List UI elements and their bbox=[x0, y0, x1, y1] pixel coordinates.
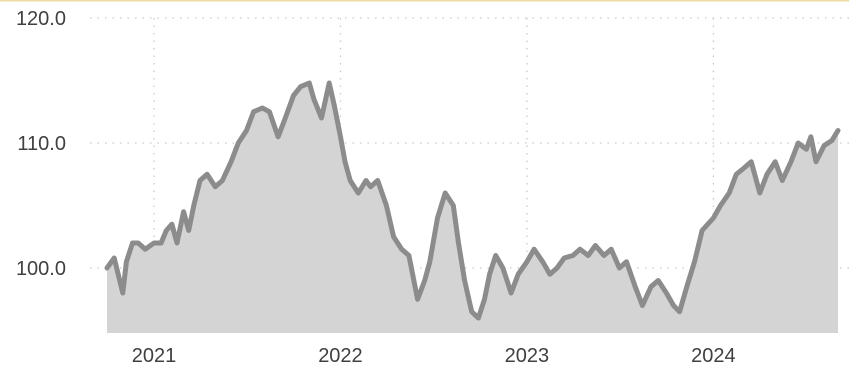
series-line-layer bbox=[104, 80, 841, 321]
y-tick-label: 120.0 bbox=[16, 8, 66, 30]
x-tick-label: 2024 bbox=[691, 345, 736, 367]
series-area-layer bbox=[107, 83, 838, 333]
x-axis: 2021 2022 2023 2024 bbox=[132, 345, 736, 367]
x-tick-label: 2023 bbox=[505, 345, 550, 367]
series-line bbox=[104, 80, 841, 321]
y-tick-label: 100.0 bbox=[16, 258, 66, 280]
y-axis: 120.0 110.0 100.0 bbox=[16, 8, 66, 280]
series-area bbox=[107, 83, 838, 333]
x-tick-label: 2022 bbox=[318, 345, 363, 367]
x-tick-label: 2021 bbox=[132, 345, 177, 367]
y-tick-label: 110.0 bbox=[17, 133, 66, 155]
